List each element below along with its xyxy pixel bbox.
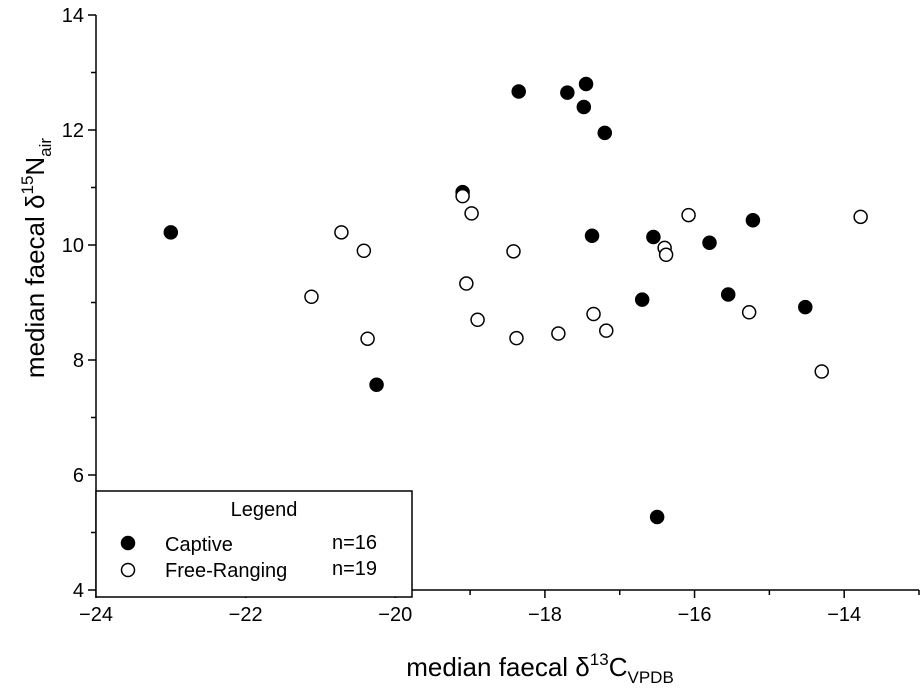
point-free-ranging	[586, 306, 601, 322]
legend-marker-captive	[120, 535, 136, 551]
point-captive	[745, 213, 761, 228]
point-free-ranging	[853, 209, 868, 225]
point-captive	[597, 125, 613, 141]
point-free-ranging	[506, 244, 521, 259]
y-axis-label-sup: 15	[18, 176, 37, 195]
point-captive	[649, 509, 665, 525]
point-free-ranging	[681, 207, 696, 223]
y-tick-label: 6	[73, 465, 84, 487]
x-axis-label-element: C	[609, 652, 628, 682]
point-free-ranging	[509, 330, 524, 346]
point-free-ranging	[334, 225, 349, 240]
point-captive	[511, 84, 526, 99]
legend-box	[95, 490, 413, 598]
point-free-ranging	[814, 364, 829, 379]
y-axis-label-main: median faecal δ	[20, 195, 50, 379]
point-free-ranging	[551, 326, 566, 341]
point-free-ranging	[658, 247, 674, 263]
y-axis-label-element: N	[20, 157, 50, 176]
legend-title: Legend	[231, 499, 298, 521]
x-tick-label: −18	[528, 604, 562, 626]
point-free-ranging	[356, 243, 372, 258]
y-tick-label: 12	[62, 120, 84, 142]
point-captive	[163, 225, 179, 240]
point-free-ranging	[464, 206, 479, 221]
point-free-ranging	[455, 188, 470, 204]
point-free-ranging	[304, 289, 319, 304]
point-captive	[702, 235, 717, 250]
point-free-ranging	[360, 331, 375, 346]
y-axis-label: median faecal δ15Nair	[18, 138, 55, 379]
legend-count-captive: n=16	[332, 532, 377, 554]
x-axis-label-sub: VPDB	[627, 668, 673, 687]
point-free-ranging	[459, 276, 474, 291]
point-free-ranging	[470, 312, 485, 327]
point-captive	[578, 76, 594, 92]
x-tick-label: −20	[378, 604, 412, 626]
point-captive	[576, 99, 592, 115]
x-axis-label-sup: 13	[590, 650, 609, 669]
legend: Legend Captive n=16 Free-Ranging n=19	[95, 490, 413, 598]
y-axis-label-sub: air	[36, 138, 55, 157]
y-tick-label: 8	[73, 350, 84, 372]
y-tick-label: 4	[73, 580, 84, 602]
legend-count-free-ranging: n=19	[332, 558, 377, 580]
x-tick-label: −16	[678, 604, 712, 626]
x-tick-label: −24	[79, 604, 113, 626]
point-captive	[369, 377, 384, 392]
x-axis-label: median faecal δ13CVPDB	[406, 650, 674, 687]
y-tick-label: 14	[62, 5, 84, 27]
point-free-ranging	[599, 323, 614, 338]
legend-marker-free-ranging	[120, 562, 136, 578]
x-axis-label-main: median faecal δ	[406, 652, 590, 682]
y-tick-label: 10	[62, 235, 84, 257]
point-captive	[720, 287, 736, 302]
data-points	[163, 76, 868, 525]
legend-label-free-ranging: Free-Ranging	[165, 560, 287, 582]
point-captive	[646, 229, 661, 245]
point-captive	[584, 228, 600, 244]
point-captive	[634, 292, 650, 307]
legend-label-captive: Captive	[165, 534, 233, 556]
x-tick-label: −22	[229, 604, 263, 626]
point-captive	[798, 299, 813, 315]
point-free-ranging	[741, 305, 757, 320]
x-tick-label: −14	[827, 604, 861, 626]
point-captive	[560, 85, 575, 100]
